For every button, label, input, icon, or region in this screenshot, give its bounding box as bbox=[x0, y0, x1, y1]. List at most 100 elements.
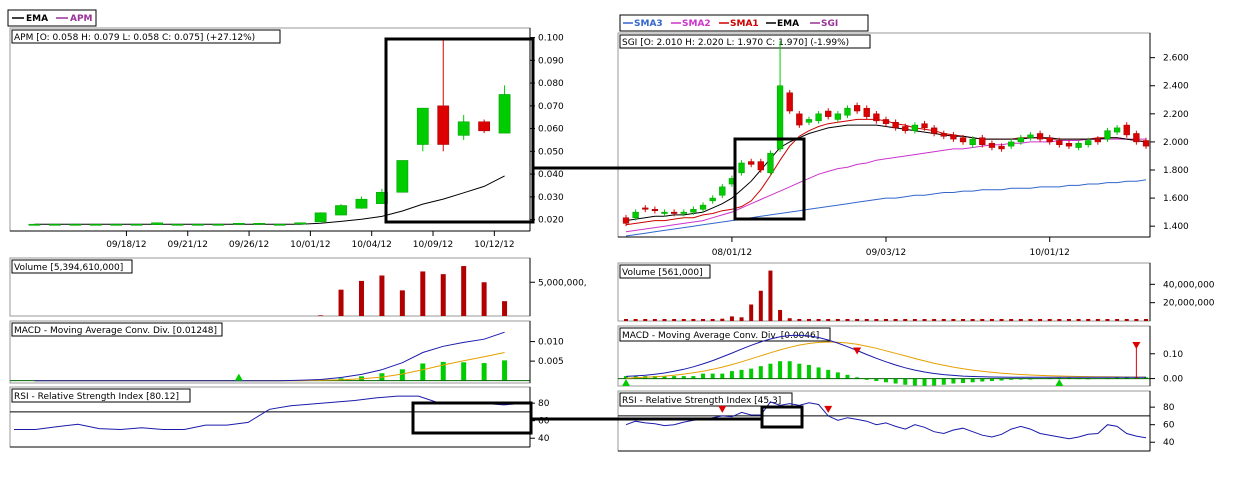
sgi-macd-histogram-bar bbox=[729, 371, 734, 379]
sgi-volume-bar bbox=[1095, 319, 1100, 321]
sgi-macd-buy-marker bbox=[622, 379, 630, 386]
sgi-volume-bar bbox=[874, 319, 879, 321]
sgi-macd-histogram-bar bbox=[951, 378, 956, 384]
apm-macd-y-axis: 0.010 0.005 bbox=[529, 321, 564, 383]
sgi-volume-bar bbox=[662, 319, 667, 321]
sgi-candle-body bbox=[690, 209, 697, 213]
sgi-macd-histogram-bar bbox=[961, 378, 966, 384]
apm-y-tick-label: 0.040 bbox=[538, 170, 564, 180]
apm-volume-bars bbox=[318, 266, 508, 316]
sgi-candle-body bbox=[632, 211, 639, 218]
sgi-volume-bar bbox=[624, 319, 628, 321]
sgi-x-tick-label: 09/03/12 bbox=[866, 248, 906, 258]
sgi-candle-body bbox=[1027, 134, 1034, 138]
sgi-rsi-y-axis: 80 60 40 bbox=[1149, 391, 1175, 451]
apm-volume-bar bbox=[358, 280, 364, 316]
sgi-macd-histogram-bar bbox=[855, 377, 860, 379]
apm-candle-body bbox=[49, 223, 61, 226]
apm-rsi-y-tick-label: 80 bbox=[538, 399, 550, 409]
sgi-volume-bar bbox=[912, 319, 917, 321]
sgi-macd-histogram-bar bbox=[941, 378, 946, 385]
apm-rsi-y-tick-label: 60 bbox=[538, 417, 550, 427]
apm-macd-y-tick-label: 0.010 bbox=[538, 338, 564, 348]
sgi-candle-body bbox=[622, 217, 630, 224]
sgi-macd-histogram-bar bbox=[912, 378, 917, 386]
sgi-legend: SMA3 SMA2 SMA1 EMA SGI bbox=[619, 14, 869, 32]
sgi-macd-label: MACD - Moving Average Conv. Div. [0.0046… bbox=[622, 331, 819, 341]
sgi-macd-histogram-bar bbox=[758, 366, 763, 379]
sgi-candle-body bbox=[911, 124, 919, 131]
sgi-candle-body bbox=[921, 123, 928, 129]
sgi-candle-body bbox=[902, 126, 909, 131]
apm-macd-histogram-bar bbox=[440, 361, 446, 381]
apm-candle-body bbox=[253, 223, 266, 225]
sgi-candle-body bbox=[796, 113, 803, 126]
sgi-volume-bar bbox=[826, 319, 831, 321]
sgi-macd-histogram-bar bbox=[691, 376, 696, 379]
apm-volume-bar bbox=[481, 282, 487, 316]
sgi-x-axis: 08/01/12 09/03/12 10/01/12 bbox=[618, 236, 1150, 258]
sgi-volume-bar bbox=[884, 319, 888, 321]
sgi-candle-body bbox=[998, 145, 1005, 150]
sgi-candle-body bbox=[988, 143, 996, 148]
sgi-legend-sgi: SGI bbox=[821, 19, 838, 29]
sgi-macd-histogram-bar bbox=[932, 378, 937, 386]
sgi-macd-buy-marker bbox=[1055, 379, 1064, 386]
sgi-macd-histogram-bar bbox=[672, 376, 677, 379]
apm-volume-bar bbox=[379, 275, 385, 316]
sgi-y-tick-label: 2.600 bbox=[1163, 54, 1189, 64]
sgi-candle-body bbox=[757, 161, 764, 171]
sgi-volume-bar bbox=[739, 317, 744, 321]
sgi-volume-bar bbox=[749, 304, 754, 321]
apm-y-tick-label: 0.070 bbox=[538, 102, 564, 112]
sgi-y-tick-label: 1.600 bbox=[1163, 194, 1189, 204]
sgi-macd-histogram-bar bbox=[874, 378, 879, 382]
sgi-macd-histogram-bar bbox=[710, 373, 715, 379]
sgi-volume-bar bbox=[1076, 319, 1081, 321]
apm-candle-body bbox=[335, 205, 347, 216]
sgi-macd-histogram-bar bbox=[787, 361, 792, 379]
sgi-candle-body bbox=[699, 204, 707, 210]
sgi-macd-histogram-bar bbox=[884, 378, 888, 383]
sgi-volume-bar bbox=[893, 319, 898, 321]
sgi-candle-body bbox=[1056, 140, 1063, 145]
apm-candle-body bbox=[355, 198, 368, 209]
sgi-candle-body bbox=[767, 152, 774, 174]
apm-candle-body bbox=[89, 223, 102, 226]
sgi-candles bbox=[622, 40, 1150, 227]
sgi-rsi-sell-marker bbox=[824, 405, 833, 413]
apm-rsi-y-tick-label: 40 bbox=[538, 434, 550, 444]
apm-x-axis: 09/18/12 09/21/12 09/26/12 10/01/12 10/04/12… bbox=[10, 230, 530, 250]
apm-y-tick-label: 0.100 bbox=[538, 34, 564, 44]
apm-volume-y-axis: 5,000,000, bbox=[529, 258, 587, 316]
sgi-volume-bar bbox=[951, 319, 956, 321]
sgi-candle-body bbox=[1104, 130, 1111, 140]
sgi-volume-bar bbox=[806, 319, 811, 321]
apm-x-tick-label: 09/21/12 bbox=[168, 240, 208, 250]
apm-candle-body bbox=[478, 121, 490, 132]
sgi-volume-bar bbox=[797, 319, 802, 321]
sgi-candle-body bbox=[1123, 124, 1130, 136]
sgi-macd-histogram-bar bbox=[845, 374, 850, 379]
apm-rsi-label: RSI - Relative Strength Index [80.12] bbox=[14, 392, 179, 402]
apm-volume-bar bbox=[420, 271, 426, 316]
sgi-y-tick-label: 2.200 bbox=[1163, 110, 1189, 120]
apm-macd-histogram-bar bbox=[399, 369, 405, 381]
sgi-y-tick-label: 1.800 bbox=[1163, 166, 1189, 176]
sgi-macd-histogram-bar bbox=[624, 376, 628, 379]
sgi-candle-body bbox=[950, 134, 957, 140]
sgi-candle-body bbox=[1142, 140, 1150, 147]
apm-x-tick-label: 09/26/12 bbox=[229, 240, 269, 250]
sgi-y-tick-label: 2.400 bbox=[1163, 82, 1189, 92]
sgi-candle-body bbox=[1113, 127, 1121, 133]
apm-x-tick-label: 09/18/12 bbox=[106, 240, 146, 250]
apm-volume-bar bbox=[461, 266, 467, 316]
sgi-candle-body bbox=[719, 186, 726, 196]
sgi-volume-bar bbox=[1009, 319, 1014, 321]
sgi-volume-bar bbox=[961, 319, 966, 321]
sgi-highlight-box bbox=[733, 137, 806, 221]
apm-candle-body bbox=[273, 223, 286, 226]
apm-volume-bar bbox=[502, 301, 508, 316]
sgi-price-panel bbox=[617, 32, 1151, 238]
sgi-volume-bar bbox=[652, 319, 657, 321]
